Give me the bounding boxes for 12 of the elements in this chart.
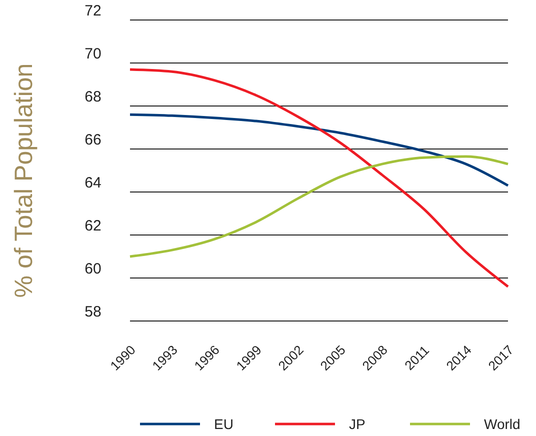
y-tick-label: 64 [84, 174, 102, 192]
legend-label: World [484, 416, 520, 432]
y-tick-label: 58 [84, 304, 102, 320]
legend-label: EU [214, 416, 234, 432]
y-axis-title: % of Total Population [10, 63, 38, 298]
y-tick-label: 70 [84, 46, 102, 62]
y-tick-label: 60 [84, 260, 102, 278]
y-tick-label: 72 [84, 2, 102, 20]
y-tick-label: 68 [84, 88, 102, 106]
y-tick-label: 66 [84, 132, 102, 148]
legend-label: JP [349, 416, 366, 432]
y-tick-label: 62 [84, 218, 102, 234]
